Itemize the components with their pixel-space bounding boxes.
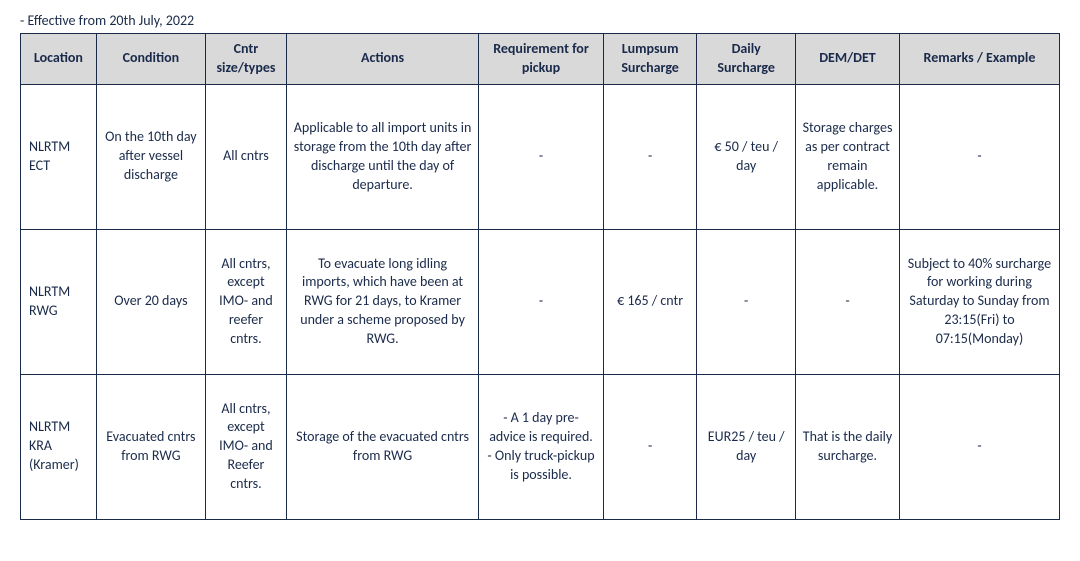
cell-demdet: Storage charges as per contract remain a… bbox=[796, 84, 900, 229]
surcharge-table: Location Condition Cntr size/types Actio… bbox=[20, 33, 1060, 520]
cell-demdet: That is the daily surcharge. bbox=[796, 374, 900, 519]
cell-actions: Applicable to all import units in storag… bbox=[286, 84, 478, 229]
table-header-row: Location Condition Cntr size/types Actio… bbox=[21, 34, 1060, 85]
col-condition: Condition bbox=[96, 34, 205, 85]
effective-date: - Effective from 20th July, 2022 bbox=[20, 12, 1060, 29]
cell-actions: To evacuate long idling imports, which h… bbox=[286, 229, 478, 374]
cell-condition: On the 10th day after vessel discharge bbox=[96, 84, 205, 229]
col-demdet: DEM/DET bbox=[796, 34, 900, 85]
cell-lumpsum: - bbox=[603, 374, 697, 519]
cell-size: All cntrs, except IMO- and reefer cntrs. bbox=[205, 229, 286, 374]
cell-condition: Evacuated cntrs from RWG bbox=[96, 374, 205, 519]
cell-actions: Storage of the evacuated cntrs from RWG bbox=[286, 374, 478, 519]
col-remarks: Remarks / Example bbox=[899, 34, 1059, 85]
cell-remarks: - bbox=[899, 374, 1059, 519]
col-lumpsum: Lumpsum Surcharge bbox=[603, 34, 697, 85]
cell-lumpsum: - bbox=[603, 84, 697, 229]
cell-remarks: - bbox=[899, 84, 1059, 229]
cell-condition: Over 20 days bbox=[96, 229, 205, 374]
cell-requirement: - bbox=[479, 84, 604, 229]
cell-remarks: Subject to 40% surcharge for working dur… bbox=[899, 229, 1059, 374]
table-row: NLRTM ECT On the 10th day after vessel d… bbox=[21, 84, 1060, 229]
cell-location: NLRTM RWG bbox=[21, 229, 97, 374]
col-actions: Actions bbox=[286, 34, 478, 85]
cell-requirement: - A 1 day pre-advice is required.- Only … bbox=[479, 374, 604, 519]
cell-daily: EUR25 / teu / day bbox=[697, 374, 796, 519]
table-row: NLRTM KRA (Kramer) Evacuated cntrs from … bbox=[21, 374, 1060, 519]
cell-demdet: - bbox=[796, 229, 900, 374]
col-size: Cntr size/types bbox=[205, 34, 286, 85]
col-location: Location bbox=[21, 34, 97, 85]
table-row: NLRTM RWG Over 20 days All cntrs, except… bbox=[21, 229, 1060, 374]
cell-size: All cntrs, except IMO- and Reefer cntrs. bbox=[205, 374, 286, 519]
cell-requirement: - bbox=[479, 229, 604, 374]
cell-size: All cntrs bbox=[205, 84, 286, 229]
col-requirement: Requirement for pickup bbox=[479, 34, 604, 85]
cell-location: NLRTM ECT bbox=[21, 84, 97, 229]
col-daily: Daily Surcharge bbox=[697, 34, 796, 85]
cell-daily: € 50 / teu / day bbox=[697, 84, 796, 229]
cell-lumpsum: € 165 / cntr bbox=[603, 229, 697, 374]
cell-daily: - bbox=[697, 229, 796, 374]
cell-location: NLRTM KRA (Kramer) bbox=[21, 374, 97, 519]
